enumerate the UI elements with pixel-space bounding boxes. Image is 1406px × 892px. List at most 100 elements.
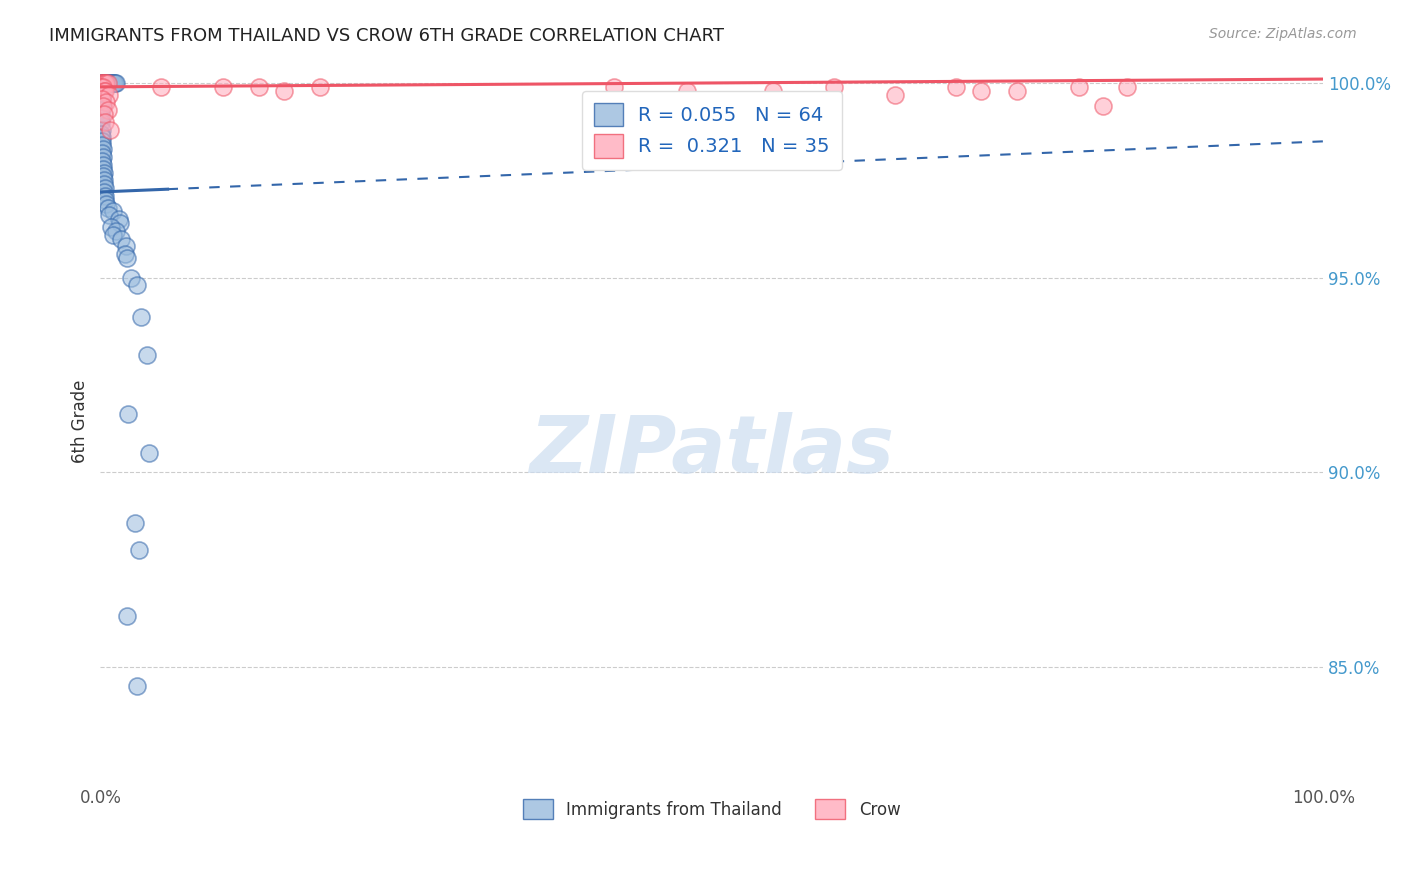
Point bbox=[96, 196, 118, 211]
Point bbox=[97, 76, 120, 90]
Point bbox=[93, 173, 115, 187]
Point bbox=[90, 76, 112, 90]
Point bbox=[90, 91, 112, 105]
Point bbox=[945, 79, 967, 94]
Point bbox=[91, 158, 114, 172]
Point bbox=[94, 115, 117, 129]
Point bbox=[93, 76, 115, 90]
Point bbox=[91, 76, 114, 90]
Point bbox=[117, 251, 139, 265]
Point bbox=[309, 79, 332, 94]
Point bbox=[97, 201, 120, 215]
Point bbox=[970, 84, 993, 98]
Point bbox=[762, 84, 785, 98]
Point bbox=[90, 153, 112, 168]
Point bbox=[101, 204, 124, 219]
Point bbox=[91, 76, 114, 90]
Point bbox=[98, 76, 121, 90]
Point bbox=[94, 76, 117, 90]
Point bbox=[94, 189, 117, 203]
Point bbox=[97, 76, 120, 90]
Point bbox=[96, 95, 118, 110]
Point bbox=[97, 87, 120, 102]
Point bbox=[90, 87, 112, 102]
Point bbox=[120, 270, 142, 285]
Point bbox=[91, 91, 114, 105]
Point bbox=[125, 278, 148, 293]
Point bbox=[94, 193, 117, 207]
Point bbox=[125, 680, 148, 694]
Point bbox=[110, 232, 132, 246]
Point bbox=[90, 76, 112, 90]
Point bbox=[273, 84, 295, 98]
Point bbox=[93, 76, 115, 90]
Point bbox=[135, 349, 157, 363]
Point bbox=[211, 79, 233, 94]
Point bbox=[91, 142, 114, 156]
Text: IMMIGRANTS FROM THAILAND VS CROW 6TH GRADE CORRELATION CHART: IMMIGRANTS FROM THAILAND VS CROW 6TH GRA… bbox=[49, 27, 724, 45]
Point bbox=[91, 150, 114, 164]
Point bbox=[115, 239, 138, 253]
Point bbox=[98, 122, 121, 136]
Point bbox=[90, 111, 112, 125]
Point bbox=[104, 76, 127, 90]
Point bbox=[93, 107, 115, 121]
Point bbox=[100, 76, 122, 90]
Point bbox=[128, 543, 150, 558]
Point bbox=[676, 84, 699, 98]
Point bbox=[1067, 79, 1090, 94]
Point bbox=[93, 185, 115, 199]
Point bbox=[1092, 99, 1115, 113]
Point bbox=[91, 161, 114, 176]
Point bbox=[91, 76, 114, 90]
Point bbox=[90, 122, 112, 136]
Point bbox=[823, 79, 845, 94]
Point bbox=[94, 76, 117, 90]
Point bbox=[107, 212, 129, 227]
Point bbox=[101, 76, 124, 90]
Point bbox=[100, 219, 122, 234]
Point bbox=[90, 79, 112, 94]
Point bbox=[93, 177, 115, 191]
Point bbox=[94, 84, 117, 98]
Point bbox=[93, 165, 115, 179]
Point bbox=[91, 134, 114, 148]
Point bbox=[90, 130, 112, 145]
Point bbox=[90, 127, 112, 141]
Point bbox=[90, 115, 112, 129]
Point bbox=[91, 79, 114, 94]
Point bbox=[90, 95, 112, 110]
Point bbox=[96, 76, 118, 90]
Point bbox=[1007, 84, 1029, 98]
Point bbox=[247, 79, 270, 94]
Point bbox=[129, 310, 152, 324]
Point bbox=[90, 103, 112, 118]
Point bbox=[91, 169, 114, 184]
Point bbox=[90, 99, 112, 113]
Point bbox=[1116, 79, 1139, 94]
Point bbox=[105, 76, 128, 90]
Point bbox=[101, 227, 124, 242]
Point bbox=[97, 103, 120, 118]
Point bbox=[91, 99, 114, 113]
Point bbox=[884, 87, 907, 102]
Point bbox=[108, 216, 131, 230]
Text: Source: ZipAtlas.com: Source: ZipAtlas.com bbox=[1209, 27, 1357, 41]
Point bbox=[117, 609, 139, 624]
Y-axis label: 6th Grade: 6th Grade bbox=[72, 380, 89, 463]
Point bbox=[150, 79, 173, 94]
Point bbox=[90, 107, 112, 121]
Point bbox=[97, 76, 120, 90]
Point bbox=[91, 146, 114, 161]
Legend: Immigrants from Thailand, Crow: Immigrants from Thailand, Crow bbox=[516, 792, 907, 826]
Point bbox=[105, 224, 128, 238]
Point bbox=[93, 84, 115, 98]
Point bbox=[97, 208, 120, 222]
Point bbox=[114, 247, 136, 261]
Point bbox=[138, 446, 160, 460]
Point bbox=[103, 76, 125, 90]
Point bbox=[117, 407, 139, 421]
Point bbox=[90, 138, 112, 153]
Point bbox=[124, 516, 146, 530]
Point bbox=[90, 84, 112, 98]
